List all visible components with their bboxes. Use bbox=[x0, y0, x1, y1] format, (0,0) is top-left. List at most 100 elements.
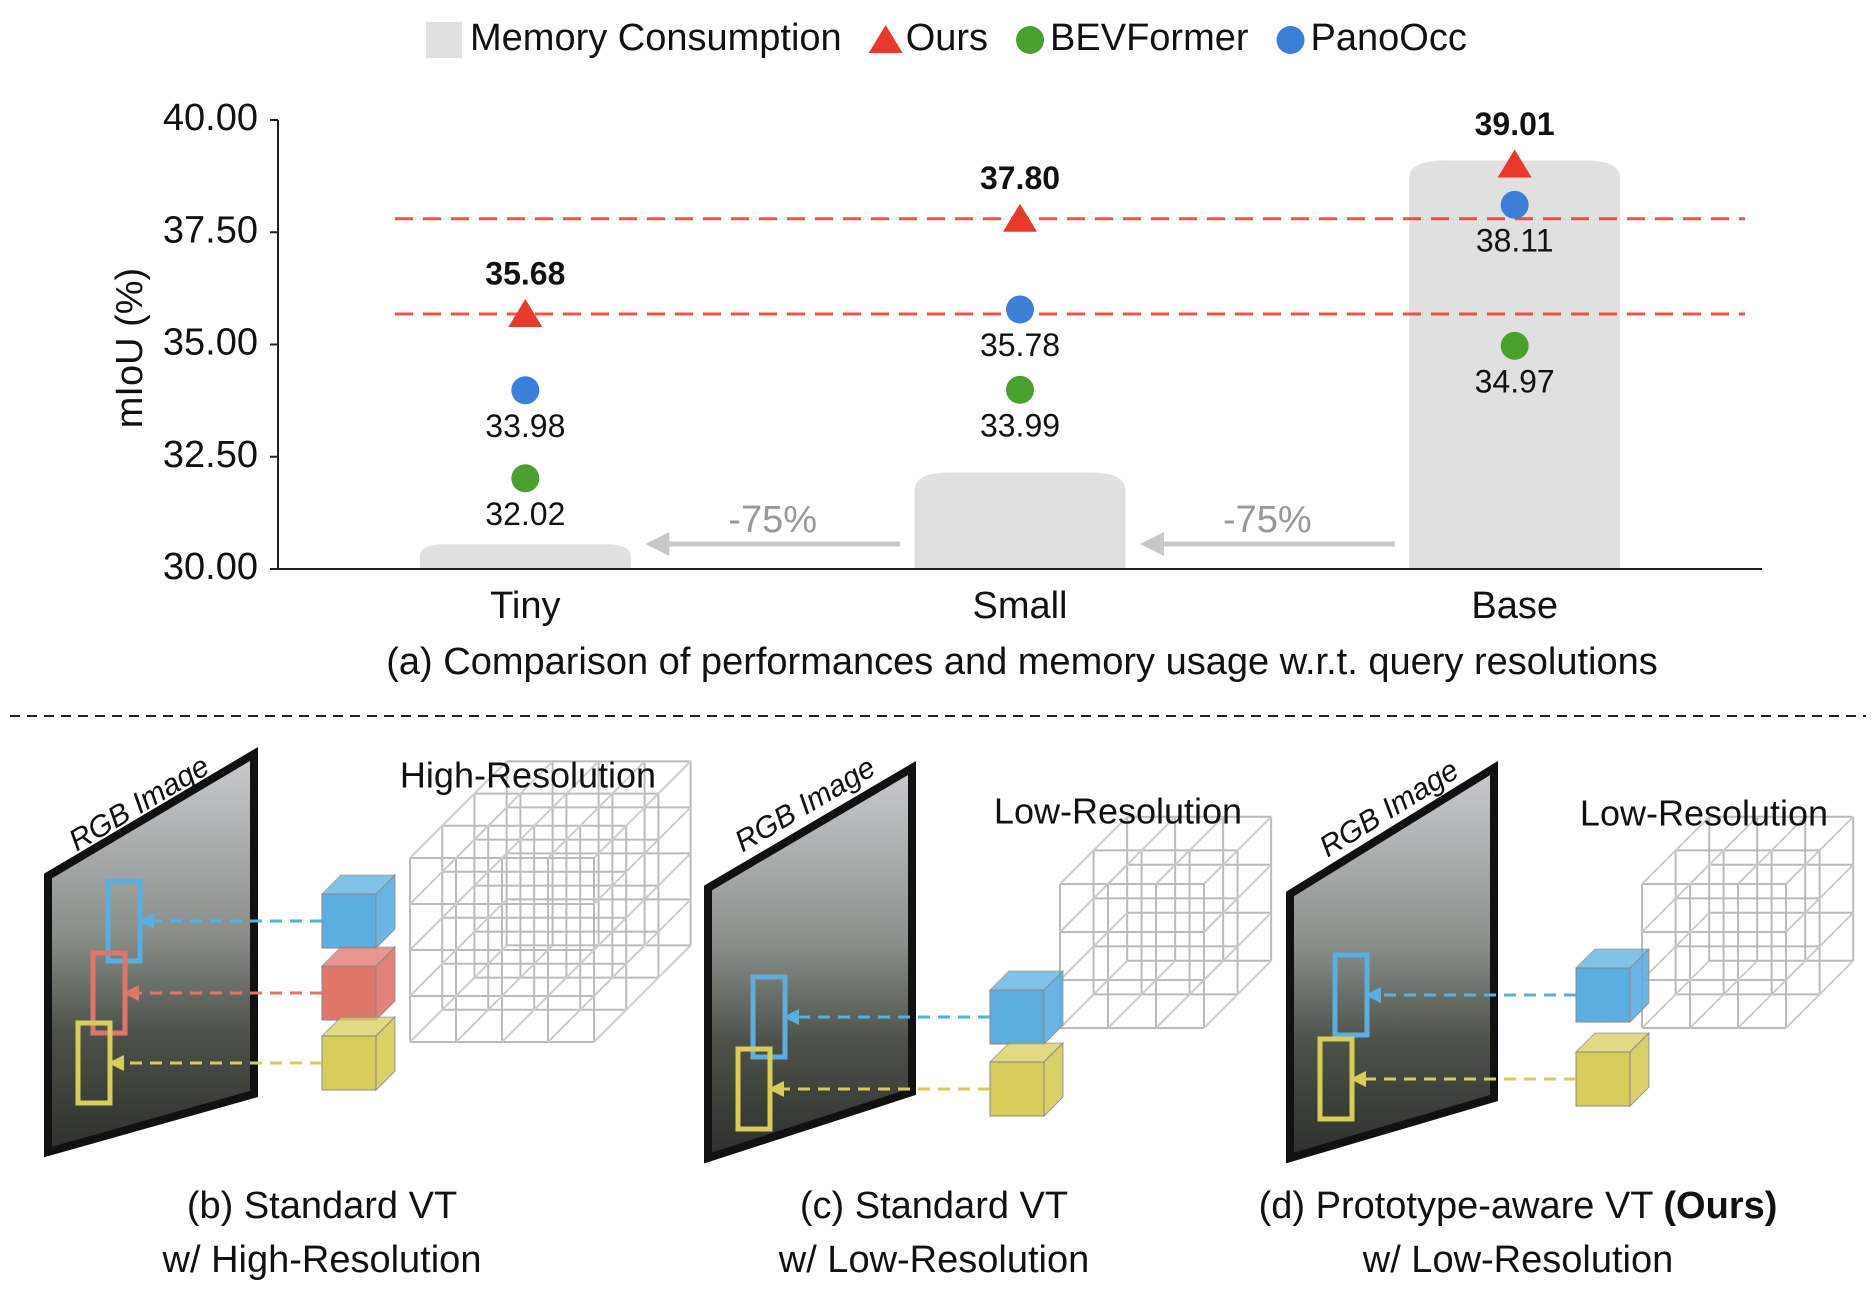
grid-cube-edge bbox=[1107, 960, 1176, 1029]
arrow-head bbox=[1350, 1071, 1366, 1087]
cube bbox=[321, 965, 377, 1021]
point bbox=[511, 376, 540, 405]
point bbox=[1003, 203, 1037, 232]
arrow-head bbox=[138, 913, 154, 929]
value-label: 33.98 bbox=[485, 408, 565, 444]
arrow-head bbox=[783, 1009, 799, 1025]
grid-cube-edge bbox=[1059, 960, 1128, 1029]
grid-cube-edge bbox=[455, 944, 554, 1043]
arrow-head bbox=[1365, 987, 1381, 1003]
grid-cube-edge bbox=[409, 898, 508, 997]
rgb-image bbox=[44, 746, 258, 1158]
grid-cube-edge bbox=[501, 944, 600, 1043]
point bbox=[1497, 149, 1532, 178]
caption-part: (d) Prototype-aware VT bbox=[1259, 1185, 1664, 1227]
panel-caption: w/ High-Resolution bbox=[162, 1239, 482, 1281]
caption-part: (b) Standard VT bbox=[187, 1185, 457, 1227]
arrow-head bbox=[108, 1055, 124, 1071]
grid-cube-edge bbox=[455, 760, 554, 859]
panel-caption: w/ Low-Resolution bbox=[1362, 1239, 1673, 1281]
grid-cube-edge bbox=[1641, 912, 1710, 981]
legend-label: PanoOcc bbox=[1311, 17, 1467, 59]
grid-cube-edge bbox=[593, 898, 692, 997]
caption-part: w/ High-Resolution bbox=[162, 1239, 482, 1281]
value-label: 34.97 bbox=[1475, 363, 1555, 399]
grid-cube-edge bbox=[593, 944, 692, 1043]
cube bbox=[989, 1061, 1045, 1117]
grid-cube-edge bbox=[593, 760, 692, 859]
grid-cube-edge bbox=[1689, 960, 1758, 1029]
legend-label: Memory Consumption bbox=[470, 17, 842, 59]
arrow-head bbox=[768, 1081, 784, 1097]
caption-part: (c) Standard VT bbox=[800, 1185, 1068, 1227]
value-label: 35.68 bbox=[485, 255, 565, 291]
point bbox=[1500, 190, 1529, 219]
y-tick-label: 35.00 bbox=[163, 322, 258, 364]
grid-cube-edge bbox=[1785, 960, 1854, 1029]
grid-cube-edge bbox=[409, 760, 508, 859]
grid-cube-edge bbox=[593, 806, 692, 905]
grid-cube-edge bbox=[1785, 912, 1854, 981]
point bbox=[1006, 375, 1034, 404]
memory-bar bbox=[1409, 160, 1621, 569]
value-label: 39.01 bbox=[1475, 106, 1555, 142]
grid-cube-edge bbox=[1203, 912, 1272, 981]
y-tick-label: 32.50 bbox=[163, 434, 258, 476]
memory-bar bbox=[419, 544, 631, 569]
x-tick-label: Small bbox=[972, 585, 1067, 627]
grid-label: Low-Resolution bbox=[1580, 793, 1828, 834]
grid-cube-edge bbox=[1785, 816, 1854, 885]
chart-caption: (a) Comparison of performances and memor… bbox=[386, 641, 1657, 683]
grid-cube-edge bbox=[547, 760, 646, 859]
caption-part: w/ Low-Resolution bbox=[1362, 1239, 1673, 1281]
grid-cube-edge bbox=[409, 944, 508, 1043]
grid-cube-edge bbox=[1641, 960, 1710, 1029]
x-tick-label: Tiny bbox=[490, 585, 560, 627]
grid-label: Low-Resolution bbox=[994, 791, 1242, 832]
legend-marker bbox=[1016, 26, 1045, 54]
x-tick-label: Base bbox=[1471, 585, 1558, 627]
value-label: 38.11 bbox=[1476, 222, 1554, 258]
grid-cube-edge bbox=[1737, 816, 1806, 885]
projection-box bbox=[735, 1046, 773, 1132]
y-tick-label: 37.50 bbox=[163, 209, 258, 251]
grid-cube-edge bbox=[1059, 816, 1128, 885]
rgb-image bbox=[704, 761, 916, 1164]
cube bbox=[321, 1035, 377, 1091]
legend-marker bbox=[868, 25, 903, 53]
value-label: 37.80 bbox=[980, 160, 1060, 196]
legend-label: Ours bbox=[906, 17, 988, 59]
arrow-head bbox=[1140, 532, 1164, 556]
projection-box bbox=[75, 1020, 113, 1106]
projection-box bbox=[1332, 952, 1370, 1038]
grid-cube-edge bbox=[593, 852, 692, 951]
annotation: -75% bbox=[1223, 499, 1312, 541]
cube bbox=[1575, 967, 1631, 1023]
panel-caption: (b) Standard VT bbox=[187, 1185, 457, 1227]
point bbox=[508, 298, 543, 327]
panel-caption: (d) Prototype-aware VT (Ours) bbox=[1259, 1185, 1778, 1227]
arrow-head bbox=[123, 985, 139, 1001]
value-label: 35.78 bbox=[980, 327, 1060, 363]
panel-caption: (c) Standard VT bbox=[800, 1185, 1068, 1227]
grid-cube-edge bbox=[1203, 960, 1272, 1029]
grid-cube-edge bbox=[1155, 816, 1224, 885]
point bbox=[511, 464, 540, 493]
legend-marker bbox=[1276, 26, 1305, 54]
arrow-head bbox=[645, 532, 670, 556]
grid-cube-edge bbox=[1203, 864, 1272, 933]
projection-box bbox=[1317, 1036, 1355, 1122]
cube bbox=[989, 989, 1045, 1045]
caption-part: (Ours) bbox=[1663, 1185, 1777, 1227]
point bbox=[1500, 331, 1529, 360]
value-label: 32.02 bbox=[485, 496, 565, 532]
grid-cube-edge bbox=[1785, 864, 1854, 933]
grid-cube-edge bbox=[1107, 816, 1176, 885]
point bbox=[1006, 295, 1034, 324]
rgb-image bbox=[1286, 760, 1498, 1164]
cube bbox=[321, 893, 377, 949]
panel-caption: w/ Low-Resolution bbox=[778, 1239, 1089, 1281]
y-tick-label: 40.00 bbox=[163, 97, 258, 139]
value-label: 33.99 bbox=[980, 407, 1060, 443]
memory-bar bbox=[914, 472, 1126, 569]
